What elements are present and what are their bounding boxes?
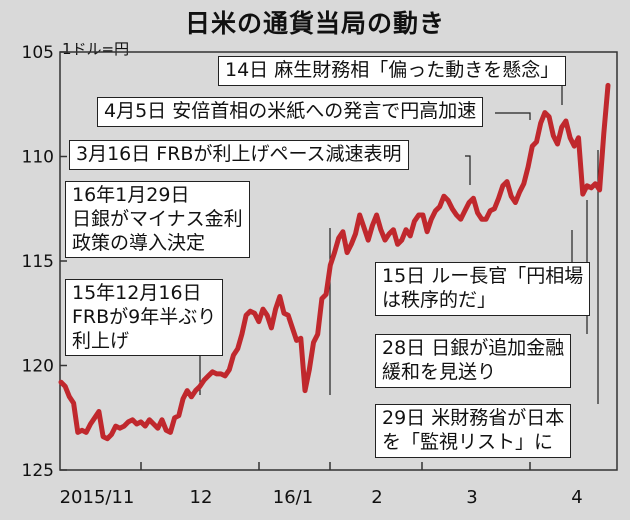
x-tick-label: 16/1 bbox=[273, 487, 313, 508]
annotation-lew-15: 15日 ルー長官「円相場 は秩序的だ」 bbox=[375, 262, 591, 316]
y-tick-label: 125 bbox=[22, 461, 54, 481]
y-tick-label: 120 bbox=[22, 357, 54, 377]
annotation-fed-mar16: 3月16日 FRBが利上げペース減速表明 bbox=[69, 140, 409, 170]
annotation-abe-apr5: 4月5日 安倍首相の米紙への発言で円高加速 bbox=[97, 97, 484, 127]
annotation-boj-negative-rate: 16年1月29日 日銀がマイナス金利 政策の導入決定 bbox=[65, 181, 250, 259]
annotation-aso-14: 14日 麻生財務相「偏った動きを懸念」 bbox=[218, 56, 567, 86]
annotation-ust-29: 29日 米財務省が日本 を「監視リスト」に bbox=[375, 404, 572, 458]
y-tick-label: 115 bbox=[22, 252, 54, 272]
annotation-boj-hold-28: 28日 日銀が追加金融 緩和を見送り bbox=[375, 334, 572, 388]
y-tick-label: 105 bbox=[22, 43, 54, 63]
y-axis-unit-label: 1ドル=円 bbox=[62, 40, 130, 58]
axes: 105 110 115 120 125 2015/11 12 16/1 2 3 4 bbox=[22, 43, 618, 508]
annotation-fed-hike: 15年12月16日 FRBが9年半ぶり 利上げ bbox=[65, 279, 224, 357]
exchange-rate-line bbox=[58, 82, 611, 442]
annotation-leader-line bbox=[465, 155, 471, 185]
annotation-leader-line bbox=[495, 112, 531, 120]
x-tick-label: 3 bbox=[466, 487, 477, 508]
x-tick-label: 2015/11 bbox=[60, 487, 135, 508]
x-tick-label: 4 bbox=[571, 487, 582, 508]
chart-title: 日米の通貨当局の動き bbox=[184, 9, 445, 38]
y-tick-label: 110 bbox=[22, 148, 54, 168]
x-tick-label: 2 bbox=[371, 487, 382, 508]
x-tick-label: 12 bbox=[190, 487, 213, 508]
